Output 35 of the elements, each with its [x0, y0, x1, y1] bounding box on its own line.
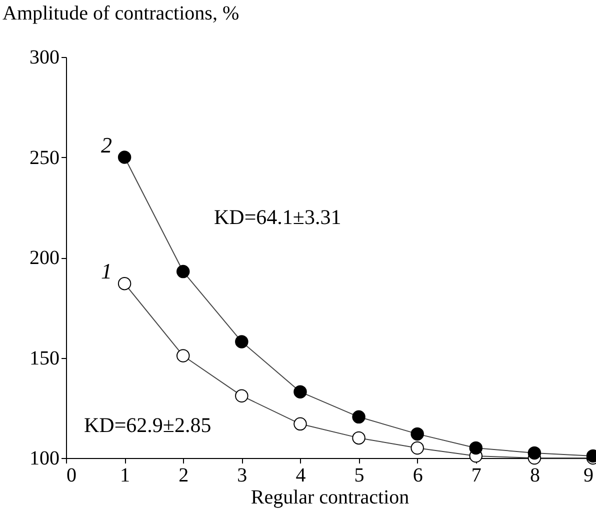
point — [118, 276, 132, 290]
point — [235, 389, 248, 402]
y-tick-label: 100 — [30, 448, 60, 470]
point — [352, 431, 366, 445]
point — [118, 150, 132, 164]
x-tick-label: 5 — [354, 464, 364, 486]
y-axis-title: Amplitude of contractions, % — [2, 2, 240, 24]
y-tick-label: 150 — [30, 347, 60, 370]
y-tick-label: 300 — [30, 46, 60, 68]
series-label: 2 — [101, 132, 112, 158]
y-tick-label: 200 — [30, 247, 60, 269]
x-axis-title: Regular contraction — [250, 486, 410, 508]
y-tick-label: 250 — [30, 146, 60, 169]
x-tick-label: 6 — [412, 464, 423, 486]
point — [410, 427, 424, 441]
x-tick-label: 4 — [296, 464, 306, 486]
annotation: KD=62.9±2.85 — [84, 413, 212, 437]
series-label: 1 — [101, 258, 112, 284]
point — [469, 441, 483, 455]
x-tick-label: 7 — [471, 464, 482, 486]
annotation: KD=64.1±3.31 — [214, 205, 342, 229]
point — [235, 335, 248, 348]
x-tick-label: 2 — [178, 464, 189, 486]
x-tick-label: 9 — [584, 464, 594, 486]
x-tick-label: 3 — [237, 464, 248, 486]
point — [176, 349, 190, 362]
point — [410, 441, 424, 455]
point — [294, 417, 307, 431]
point — [528, 446, 542, 460]
x-tick-label: 1 — [120, 464, 130, 486]
x-tick-label: 0 — [66, 464, 76, 486]
point — [176, 264, 190, 278]
x-tick-label: 8 — [530, 464, 540, 486]
point — [352, 410, 366, 424]
point — [294, 385, 307, 398]
